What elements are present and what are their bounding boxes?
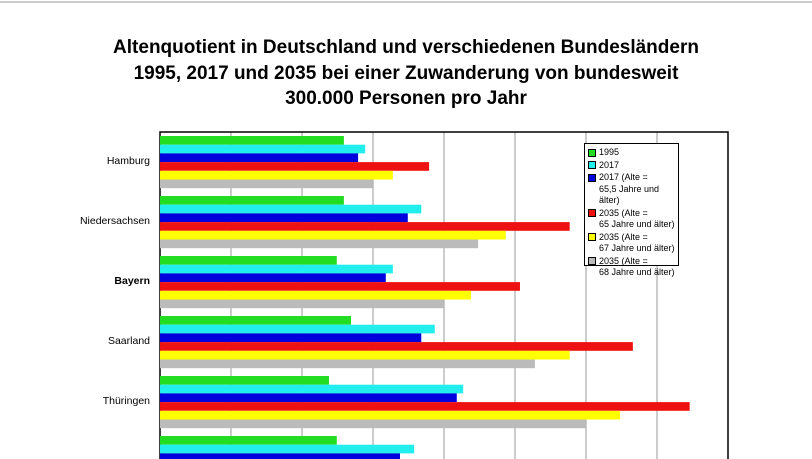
legend-swatch xyxy=(588,257,596,265)
legend-item: 2017 xyxy=(588,160,678,172)
y-tick-label: Thüringen xyxy=(103,395,150,407)
bar xyxy=(160,299,444,309)
y-tick-label: Saarland xyxy=(108,335,150,347)
y-tick-label: Hamburg xyxy=(107,155,150,167)
legend-label: 2035 (Alte = 67 Jahre und älter) xyxy=(599,231,675,254)
bar xyxy=(160,324,435,334)
bar xyxy=(160,419,586,429)
bar xyxy=(160,239,479,249)
bar xyxy=(160,290,471,300)
bar xyxy=(160,282,520,291)
bar xyxy=(160,393,457,403)
bar xyxy=(160,342,633,351)
legend-swatch xyxy=(588,233,596,241)
bar xyxy=(160,179,373,189)
bar xyxy=(160,170,393,180)
bar xyxy=(160,359,535,369)
bar xyxy=(160,333,422,343)
legend-swatch xyxy=(588,209,596,217)
bar xyxy=(160,453,400,459)
bar xyxy=(160,436,337,445)
bar xyxy=(160,316,351,325)
bar xyxy=(160,136,344,145)
legend: 1995 2017 2017 (Alte = 65,5 Jahre und älte… xyxy=(584,143,679,277)
legend-item: 2017 (Alte = 65,5 Jahre und älter) xyxy=(588,172,678,207)
legend-item: 2035 (Alte = 68 Jahre und älter) xyxy=(588,256,678,279)
bar xyxy=(160,444,415,454)
bar xyxy=(160,384,464,394)
bar xyxy=(160,256,337,265)
legend-item: 1995 xyxy=(588,147,678,159)
bar xyxy=(160,402,690,411)
legend-label: 2035 (Alte = 68 Jahre und älter) xyxy=(599,255,675,278)
legend-swatch xyxy=(588,161,596,169)
bar xyxy=(160,162,430,171)
legend-label: 1995 xyxy=(599,147,620,157)
y-tick-label: Niedersachsen xyxy=(80,215,150,227)
bar xyxy=(160,213,408,223)
bar xyxy=(160,230,506,240)
legend-label: 2017 xyxy=(599,159,620,170)
bar xyxy=(160,196,344,205)
legend-swatch xyxy=(588,173,596,182)
bar xyxy=(160,264,393,274)
bar xyxy=(160,273,386,283)
legend-item: 2035 (Alte = 67 Jahre und älter) xyxy=(588,232,678,255)
legend-label: 2035 (Alte = 65 Jahre und älter) xyxy=(599,207,675,230)
legend-label: 2017 (Alte = 65,5 Jahre und älter) xyxy=(599,172,660,205)
bar xyxy=(160,204,422,214)
bar xyxy=(160,222,570,231)
legend-swatch xyxy=(588,148,596,157)
bar xyxy=(160,350,570,360)
chart-title: Altenquotient in Deutschland und verschi… xyxy=(113,37,699,109)
bar xyxy=(160,376,329,385)
bar xyxy=(160,410,621,420)
legend-item: 2035 (Alte = 65 Jahre und älter) xyxy=(588,208,678,231)
bar xyxy=(160,144,366,154)
y-tick-label: Bayern xyxy=(114,275,150,287)
bar xyxy=(160,153,359,163)
